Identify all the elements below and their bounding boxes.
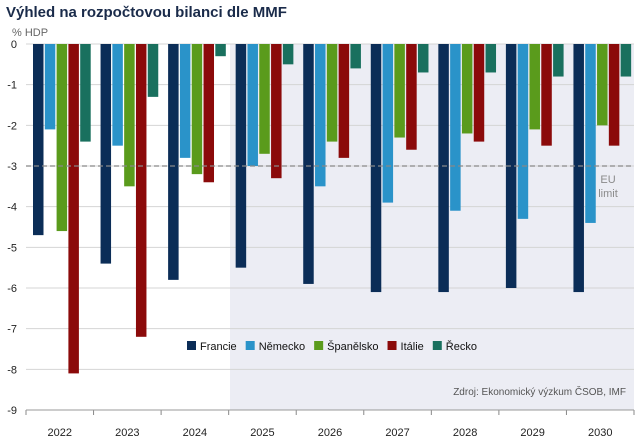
legend-swatch-Francie [187,341,196,350]
bars-layer [33,44,632,374]
bar-Německo-2026 [315,44,326,187]
bar-Francie-2022 [33,44,44,236]
legend-swatch-Řecko [432,341,442,350]
bar-Řecko-2023 [147,44,159,97]
bar-Itálie-2024 [203,44,215,183]
forecast-shading [230,44,634,410]
bar-Španělsko-2029 [529,44,540,130]
bar-Německo-2027 [382,44,394,203]
bar-Francie-2024 [168,44,179,280]
x-tick-label: 2025 [250,427,274,439]
bar-Francie-2023 [100,44,112,264]
bar-Itálie-2030 [608,44,620,146]
y-tick-label: -1 [7,80,17,92]
bar-Řecko-2030 [620,44,632,77]
bar-Itálie-2022 [68,44,79,374]
bar-Řecko-2022 [80,44,91,142]
bar-Řecko-2029 [553,44,564,77]
bar-Francie-2030 [573,44,584,293]
y-tick-label: 0 [11,39,17,51]
bar-Španělsko-2025 [259,44,270,154]
bar-Německo-2022 [44,44,56,130]
x-ticks: 2022 2023 2024 2025 2026 2027 2028 2029 2030 [25,409,635,439]
legend-swatch-Španělsko [314,341,324,350]
bar-Francie-2026 [303,44,314,284]
bar-Itálie-2029 [541,44,552,146]
eu-limit-label-limit: limit [598,188,618,200]
x-tick-label: 2023 [115,427,139,439]
legend-label-Španělsko: Španělsko [327,340,378,353]
bar-Francie-2027 [370,44,382,293]
bar-Francie-2028 [438,44,449,293]
bar-Německo-2030 [585,44,596,223]
y-axis-label: % HDP [12,27,48,39]
legend: Francie Německo Španělsko Itálie Řecko [187,340,477,353]
bar-Itálie-2028 [473,44,485,142]
bar-Německo-2025 [247,44,258,166]
bar-Španělsko-2022 [56,44,68,232]
legend-swatch-Itálie [387,341,397,350]
y-tick-label: -6 [7,283,17,295]
bar-Španělsko-2024 [191,44,203,175]
y-tick-label: -5 [7,242,17,254]
x-tick-label: 2024 [183,427,207,439]
bar-Německo-2028 [450,44,461,211]
bar-Řecko-2028 [485,44,497,73]
y-tick-label: -8 [7,364,17,376]
y-tick-label: -3 [7,161,17,173]
x-tick-label: 2027 [385,427,409,439]
legend-label-Francie: Francie [200,341,237,353]
x-tick-label: 2026 [318,427,342,439]
y-tick-label: -2 [7,120,17,132]
y-tick-label: -4 [7,202,17,214]
y-ticks: 0 -1 -2 -3 -4 -5 -6 -7 -8 -9 [7,39,17,417]
eu-limit-label-eu: EU [600,174,615,186]
source-note: Zdroj: Ekonomický výzkum ČSOB, IMF [453,385,626,398]
bar-Německo-2029 [517,44,529,219]
bar-Itálie-2023 [135,44,147,337]
bar-Španělsko-2028 [461,44,473,134]
x-tick-label: 2030 [588,427,612,439]
y-tick-label: -7 [7,324,17,336]
legend-label-Řecko: Řecko [446,340,477,353]
legend-swatch-Německo [245,341,255,350]
bar-Německo-2023 [112,44,123,146]
bar-Španělsko-2030 [597,44,608,126]
bar-Řecko-2027 [417,44,429,73]
legend-label-Německo: Německo [259,341,305,353]
bar-Itálie-2026 [338,44,350,158]
bar-Řecko-2026 [350,44,361,69]
bar-Španělsko-2027 [394,44,405,138]
x-tick-label: 2028 [453,427,477,439]
x-tick-label: 2022 [48,427,72,439]
chart-title: Výhled na rozpočtovou bilanci dle MMF [6,4,287,21]
bar-Itálie-2025 [271,44,282,179]
legend-label-Itálie: Itálie [401,341,424,353]
bar-Německo-2024 [179,44,191,158]
y-tick-label: -9 [7,405,17,417]
bar-Itálie-2027 [406,44,417,150]
bar-Francie-2029 [505,44,517,288]
bar-Řecko-2025 [282,44,294,65]
bar-Španělsko-2026 [326,44,338,142]
bar-Řecko-2024 [215,44,226,57]
x-tick-label: 2029 [520,427,544,439]
bar-Francie-2025 [235,44,247,268]
bar-Španělsko-2023 [124,44,135,187]
